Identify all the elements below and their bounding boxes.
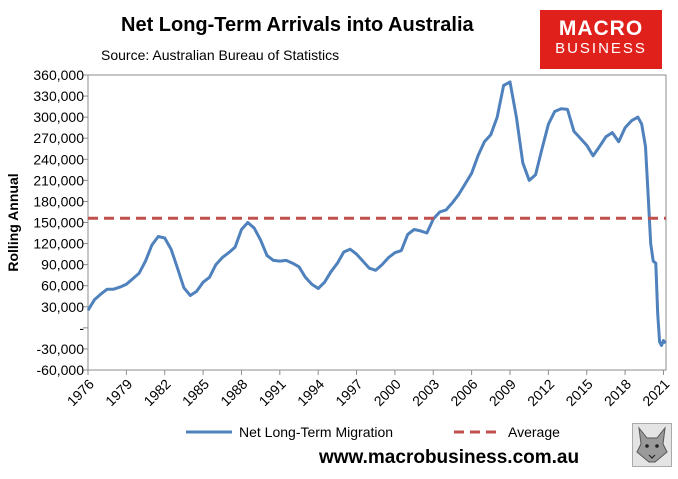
plot-frame	[87, 74, 667, 371]
x-tick-label: 1994	[294, 376, 327, 409]
y-tick-label: 300,000	[33, 109, 84, 125]
y-tick-label: 30,000	[41, 299, 84, 315]
y-tick-label: 240,000	[33, 151, 84, 167]
x-tick-label: 2015	[562, 376, 595, 409]
y-tick-label: 120,000	[33, 236, 84, 252]
x-tick-label: 1976	[64, 376, 97, 409]
y-tick-label: 60,000	[41, 278, 84, 294]
wolf-head-icon	[632, 423, 672, 467]
y-tick-label: 360,000	[33, 67, 84, 83]
chart-subtitle: Source: Australian Bureau of Statistics	[101, 47, 340, 63]
y-tick-label: -30,000	[37, 341, 85, 357]
x-tick-label: 1988	[217, 376, 250, 409]
y-tick-label: 180,000	[33, 193, 84, 209]
x-tick-label: 1991	[256, 376, 289, 409]
y-axis-label: Rolling Annual	[5, 173, 21, 271]
x-tick-label: 2009	[486, 376, 519, 409]
macrobusiness-logo: MACRO BUSINESS	[540, 10, 662, 69]
website-url: www.macrobusiness.com.au	[319, 447, 580, 468]
x-tick-label: 1982	[140, 376, 173, 409]
legend-label: Net Long-Term Migration	[239, 424, 393, 440]
x-tick-label: 2000	[371, 376, 404, 409]
x-tick-label: 1985	[179, 376, 212, 409]
logo-text-top: MACRO	[558, 17, 644, 40]
series-line-net-migration	[86, 80, 667, 347]
x-tick-label: 1979	[102, 376, 135, 409]
x-tick-label: 2003	[409, 376, 442, 409]
y-tick-label: 210,000	[33, 172, 84, 188]
chart-title: Net Long-Term Arrivals into Australia	[121, 14, 474, 36]
x-tick-label: 2006	[447, 376, 480, 409]
y-tick-label: 270,000	[33, 130, 84, 146]
y-tick-label: -60,000	[37, 362, 85, 378]
y-tick-label: 150,000	[33, 215, 84, 231]
logo-text-bottom: BUSINESS	[555, 40, 647, 57]
y-tick-label: -	[79, 320, 84, 336]
x-tick-label: 2021	[639, 376, 672, 409]
legend-label: Average	[508, 424, 560, 440]
y-tick-label: 90,000	[41, 257, 84, 273]
x-tick-label: 2018	[601, 376, 634, 409]
x-tick-label: 2012	[524, 376, 557, 409]
x-tick-label: 1997	[332, 376, 365, 409]
y-tick-label: 330,000	[33, 88, 84, 104]
